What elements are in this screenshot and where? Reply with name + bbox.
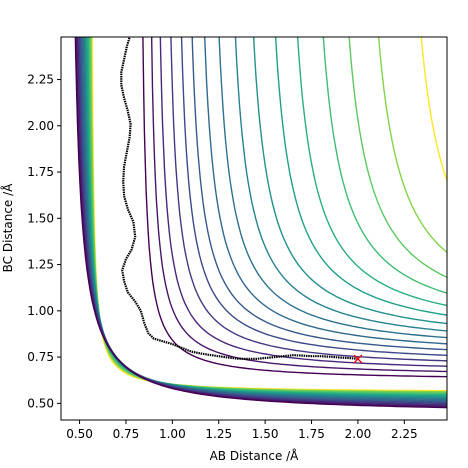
y-tick-label: 2.25: [27, 73, 54, 87]
x-axis-ticks: 0.50 0.75 1.00 1.25 1.50 1.75 2.00 2.25: [66, 420, 417, 441]
y-tick-label: 1.50: [27, 211, 54, 225]
y-tick-label: 0.75: [27, 350, 54, 364]
x-tick-label: 1.00: [159, 427, 186, 441]
y-tick-label: 2.00: [27, 119, 54, 133]
x-axis-label: AB Distance /Å: [210, 448, 300, 463]
x-tick-label: 1.75: [298, 427, 325, 441]
y-tick-label: 0.50: [27, 396, 54, 410]
y-tick-label: 1.75: [27, 165, 54, 179]
x-tick-label: 2.25: [391, 427, 418, 441]
y-axis-ticks: 0.50 0.75 1.00 1.25 1.50 1.75 2.00 2.25: [27, 73, 61, 411]
x-tick-label: 2.00: [345, 427, 372, 441]
x-tick-label: 1.25: [205, 427, 232, 441]
y-tick-label: 1.25: [27, 258, 54, 272]
x-tick-label: 1.50: [252, 427, 279, 441]
y-tick-label: 1.00: [27, 304, 54, 318]
x-tick-label: 0.50: [66, 427, 93, 441]
y-axis-label: BC Distance /Å: [0, 183, 15, 273]
x-tick-label: 0.75: [113, 427, 140, 441]
